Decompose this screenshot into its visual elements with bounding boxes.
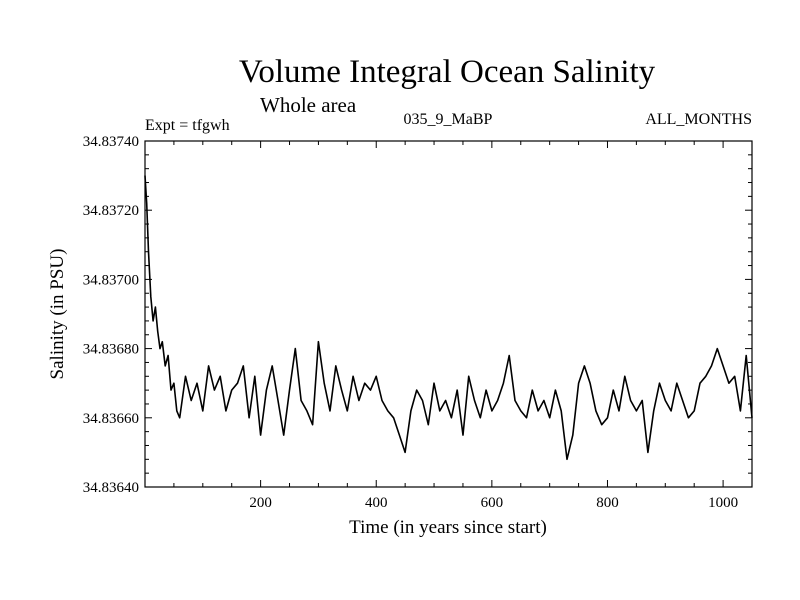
- chart-subtitle: Whole area: [260, 93, 357, 117]
- y-tick-label: 34.83640: [83, 480, 139, 496]
- x-tick-label: 400: [365, 495, 388, 511]
- x-axis: 200 400 600 800 1000: [173, 141, 738, 511]
- plot-border: [144, 140, 753, 488]
- period-label: ALL_MONTHS: [645, 111, 752, 128]
- y-tick-label: 34.83740: [83, 134, 139, 150]
- x-axis-label: Time (in years since start): [349, 517, 547, 538]
- chart-title: Volume Integral Ocean Salinity: [239, 54, 656, 90]
- x-tick-label: 1000: [708, 495, 738, 511]
- x-tick-label: 800: [596, 495, 619, 511]
- y-axis-label: Salinity (in PSU): [47, 249, 68, 380]
- run-label: 035_9_MaBP: [404, 111, 493, 128]
- y-tick-label: 34.83700: [83, 272, 139, 288]
- salinity-series-line: [144, 175, 753, 461]
- plot-frame: [144, 140, 753, 488]
- x-tick-label: 600: [481, 495, 504, 511]
- y-tick-label: 34.83660: [83, 411, 139, 427]
- experiment-label: Expt = tfgwh: [145, 117, 230, 134]
- y-axis: 34.83640 34.83660 34.83680 34.83700 34.83720…: [83, 134, 752, 496]
- y-tick-label: 34.83720: [83, 203, 139, 219]
- y-tick-label: 34.83680: [83, 342, 139, 358]
- x-tick-label: 200: [249, 495, 272, 511]
